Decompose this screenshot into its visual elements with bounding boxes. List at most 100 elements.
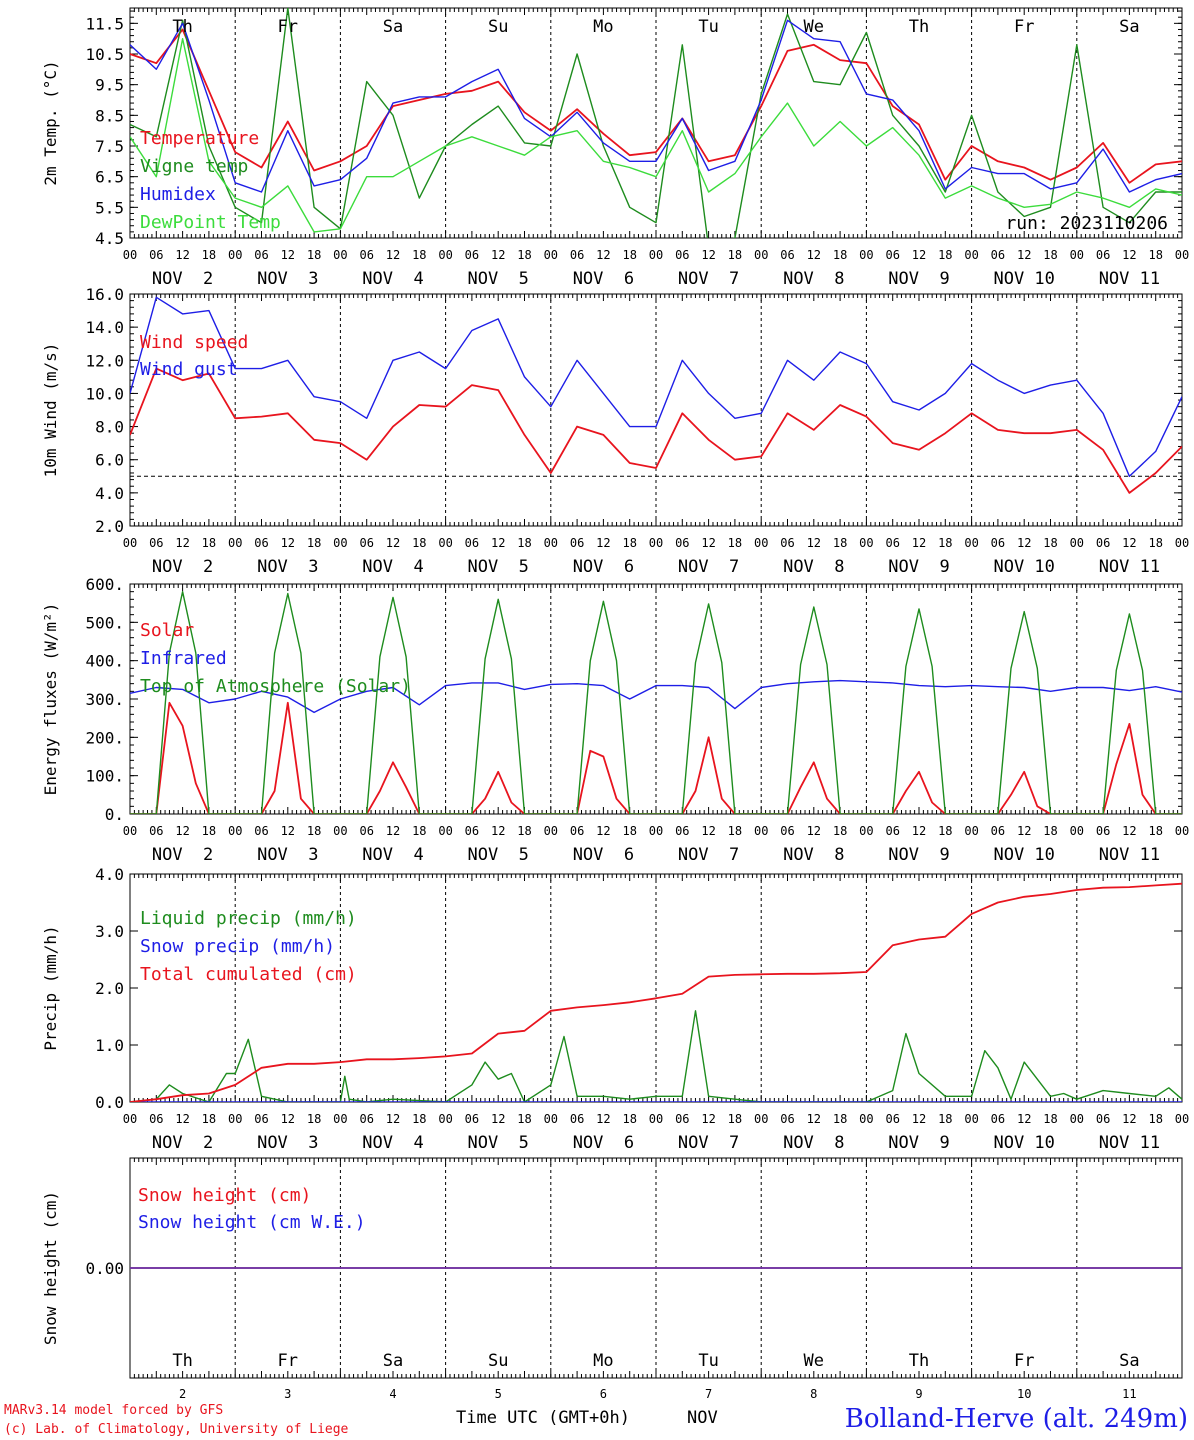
hour-tick-label: 18 bbox=[307, 824, 321, 838]
y-tick-label: 7.5 bbox=[95, 137, 124, 156]
hour-tick-label: 18 bbox=[938, 1112, 952, 1126]
date-label: NOV 4 bbox=[362, 845, 423, 865]
series-layer bbox=[130, 882, 1182, 1102]
hour-tick-label: 18 bbox=[1148, 248, 1162, 262]
hour-tick-label: 06 bbox=[149, 824, 163, 838]
hour-tick-label: 12 bbox=[912, 248, 926, 262]
date-label: NOV 3 bbox=[257, 1133, 318, 1153]
date-label: NOV 2 bbox=[152, 1133, 213, 1153]
legend-entry: Solar bbox=[140, 620, 194, 641]
y-axis-title: Precip (mm/h) bbox=[41, 925, 60, 1050]
legend-entry: Vigne temp bbox=[140, 156, 248, 177]
hour-tick-label: 00 bbox=[333, 248, 347, 262]
hour-tick-label: 00 bbox=[544, 248, 558, 262]
hour-tick-label: 06 bbox=[780, 824, 794, 838]
hour-tick-label: 18 bbox=[833, 824, 847, 838]
hour-tick-label: 18 bbox=[938, 248, 952, 262]
hour-tick-label: 00 bbox=[754, 248, 768, 262]
hour-tick-label: 18 bbox=[1148, 1112, 1162, 1126]
y-tick-label: 10.5 bbox=[85, 45, 124, 64]
series-layer bbox=[130, 8, 1182, 238]
date-label: NOV 7 bbox=[678, 845, 739, 865]
hour-tick-label: 06 bbox=[991, 824, 1005, 838]
hour-tick-label: 06 bbox=[149, 1112, 163, 1126]
date-label: NOV 5 bbox=[467, 269, 528, 289]
y-tick-label: 0.00 bbox=[85, 1259, 124, 1278]
hour-tick-label: 06 bbox=[570, 824, 584, 838]
day-number: 3 bbox=[284, 1387, 291, 1401]
hour-tick-label: 12 bbox=[491, 1112, 505, 1126]
date-label: NOV 5 bbox=[467, 845, 528, 865]
hour-tick-label: 06 bbox=[254, 824, 268, 838]
day-name: Tu bbox=[698, 17, 718, 37]
day-name: Th bbox=[172, 1351, 192, 1371]
date-label: NOV 7 bbox=[678, 269, 739, 289]
hour-tick-label: 00 bbox=[438, 1112, 452, 1126]
hour-tick-label: 00 bbox=[754, 536, 768, 550]
hour-tick-label: 00 bbox=[1070, 536, 1084, 550]
hour-tick-label: 12 bbox=[596, 1112, 610, 1126]
hour-tick-label: 00 bbox=[1175, 248, 1189, 262]
y-tick-label: 2.0 bbox=[95, 979, 124, 998]
date-label: NOV 2 bbox=[152, 269, 213, 289]
model-credit: MARv3.14 model forced by GFS bbox=[4, 1403, 223, 1418]
x-tick-marks bbox=[129, 874, 1183, 1102]
panel-1: 4.5 5.5 6.5 7.5 8.5 9.5 10.5 11.5 2m Temp. (°C) T… bbox=[41, 7, 1189, 289]
hour-tick-label: 06 bbox=[359, 536, 373, 550]
hour-tick-label: 18 bbox=[622, 824, 636, 838]
hour-tick-label: 00 bbox=[859, 1112, 873, 1126]
hour-tick-label: 06 bbox=[991, 248, 1005, 262]
day-name: Fr bbox=[1014, 1351, 1034, 1371]
y-tick-label: 4.0 bbox=[95, 865, 124, 884]
day-number: 7 bbox=[705, 1387, 712, 1401]
hour-tick-label: 00 bbox=[228, 248, 242, 262]
hour-tick-label: 12 bbox=[386, 824, 400, 838]
y-tick-label: 500. bbox=[85, 613, 124, 632]
hour-tick-label: 18 bbox=[307, 248, 321, 262]
date-label: NOV 5 bbox=[467, 557, 528, 577]
hour-tick-label: 06 bbox=[254, 248, 268, 262]
day-name: Sa bbox=[383, 1351, 403, 1371]
date-label: NOV 4 bbox=[362, 269, 423, 289]
hour-tick-label: 00 bbox=[1175, 536, 1189, 550]
y-tick-label: 10.0 bbox=[85, 384, 124, 403]
day-name: Su bbox=[488, 17, 508, 37]
hour-tick-label: 06 bbox=[1096, 536, 1110, 550]
hour-tick-label: 06 bbox=[465, 1112, 479, 1126]
hour-tick-label: 18 bbox=[307, 1112, 321, 1126]
hour-tick-label: 12 bbox=[491, 824, 505, 838]
hour-tick-label: 12 bbox=[175, 248, 189, 262]
hour-tick-label: 12 bbox=[386, 536, 400, 550]
hour-tick-label: 18 bbox=[517, 248, 531, 262]
hour-tick-label: 12 bbox=[1122, 1112, 1136, 1126]
series-line-dewpoint-temp bbox=[130, 38, 1182, 233]
hour-tick-label: 18 bbox=[202, 824, 216, 838]
y-tick-label: 200. bbox=[85, 728, 124, 747]
date-label: NOV 5 bbox=[467, 1133, 528, 1153]
hour-tick-label: 12 bbox=[175, 536, 189, 550]
x-tick-marks bbox=[129, 584, 1183, 814]
day-number: 2 bbox=[179, 1387, 186, 1401]
hour-tick-label: 18 bbox=[1043, 536, 1057, 550]
hour-tick-label: 00 bbox=[754, 824, 768, 838]
y-tick-label: 6.0 bbox=[95, 451, 124, 470]
x-tick-marks bbox=[129, 294, 1183, 526]
hour-tick-label: 00 bbox=[964, 824, 978, 838]
y-tick-label: 0.0 bbox=[95, 1093, 124, 1112]
hour-tick-label: 12 bbox=[1122, 824, 1136, 838]
hour-tick-label: 12 bbox=[701, 248, 715, 262]
date-label: NOV 11 bbox=[1099, 557, 1160, 577]
hour-tick-label: 18 bbox=[1148, 824, 1162, 838]
date-label: NOV 4 bbox=[362, 1133, 423, 1153]
y-tick-label: 2.0 bbox=[95, 517, 124, 536]
day-name: Sa bbox=[383, 17, 403, 37]
hour-tick-label: 00 bbox=[123, 1112, 137, 1126]
hour-tick-label: 12 bbox=[912, 824, 926, 838]
hour-tick-label: 12 bbox=[1017, 1112, 1031, 1126]
day-name: Th bbox=[909, 1351, 929, 1371]
date-label: NOV 8 bbox=[783, 845, 844, 865]
y-tick-label: 100. bbox=[85, 767, 124, 786]
date-label: NOV 8 bbox=[783, 1133, 844, 1153]
hour-tick-label: 12 bbox=[1122, 248, 1136, 262]
hour-tick-label: 06 bbox=[359, 1112, 373, 1126]
